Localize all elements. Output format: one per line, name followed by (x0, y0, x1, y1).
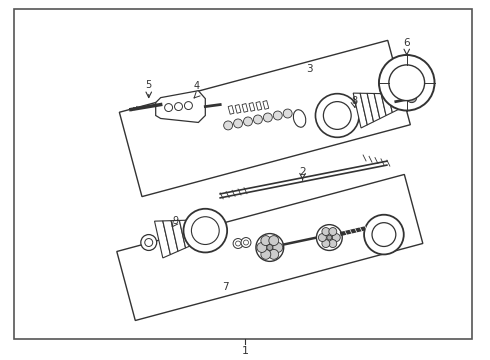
Polygon shape (367, 93, 380, 122)
Text: 9: 9 (172, 216, 178, 226)
Bar (242, 104, 248, 112)
Polygon shape (156, 91, 205, 122)
Circle shape (389, 65, 425, 100)
Circle shape (244, 117, 252, 126)
Circle shape (233, 239, 243, 248)
Circle shape (327, 235, 332, 240)
Text: 3: 3 (306, 64, 313, 74)
Circle shape (329, 228, 337, 235)
Circle shape (273, 111, 282, 120)
Circle shape (234, 119, 243, 128)
Polygon shape (353, 93, 368, 128)
Circle shape (192, 217, 219, 244)
Circle shape (332, 234, 340, 242)
Text: 7: 7 (222, 282, 228, 292)
Polygon shape (179, 220, 193, 248)
Circle shape (184, 102, 193, 109)
Circle shape (273, 243, 283, 252)
Bar (235, 104, 241, 113)
Text: 2: 2 (299, 167, 306, 177)
Circle shape (257, 243, 267, 252)
Polygon shape (374, 94, 386, 119)
Text: 5: 5 (146, 80, 152, 90)
Circle shape (407, 93, 416, 103)
Text: 8: 8 (351, 96, 357, 105)
Circle shape (253, 115, 262, 124)
Circle shape (267, 244, 273, 251)
Bar (263, 100, 269, 109)
Polygon shape (117, 175, 423, 320)
Circle shape (329, 240, 337, 248)
Polygon shape (154, 221, 171, 258)
Circle shape (174, 103, 182, 111)
Bar (249, 103, 255, 111)
Bar (256, 102, 262, 110)
Circle shape (364, 215, 404, 255)
Circle shape (261, 236, 271, 246)
Circle shape (141, 235, 157, 251)
Text: 4: 4 (194, 81, 199, 91)
Circle shape (283, 109, 292, 118)
Polygon shape (163, 221, 178, 255)
Circle shape (318, 234, 326, 242)
Circle shape (322, 228, 330, 235)
Circle shape (261, 249, 271, 259)
Circle shape (223, 121, 233, 130)
Circle shape (323, 102, 351, 129)
Circle shape (165, 104, 172, 112)
Polygon shape (360, 93, 373, 125)
Circle shape (372, 223, 396, 247)
Polygon shape (388, 94, 398, 112)
Circle shape (269, 249, 279, 259)
Text: 6: 6 (403, 38, 410, 48)
Circle shape (244, 240, 248, 245)
Bar (228, 105, 234, 114)
Circle shape (379, 55, 435, 111)
Circle shape (183, 209, 227, 252)
Polygon shape (171, 220, 186, 251)
Polygon shape (381, 94, 392, 116)
Circle shape (145, 239, 153, 247)
Circle shape (269, 236, 279, 246)
Circle shape (263, 113, 272, 122)
Polygon shape (188, 220, 201, 244)
Polygon shape (120, 40, 410, 197)
Circle shape (322, 240, 330, 248)
Circle shape (316, 94, 359, 137)
Circle shape (256, 234, 284, 261)
Ellipse shape (294, 110, 306, 127)
Circle shape (236, 241, 241, 246)
Circle shape (317, 225, 342, 251)
Circle shape (241, 238, 251, 247)
Text: 1: 1 (242, 346, 248, 356)
